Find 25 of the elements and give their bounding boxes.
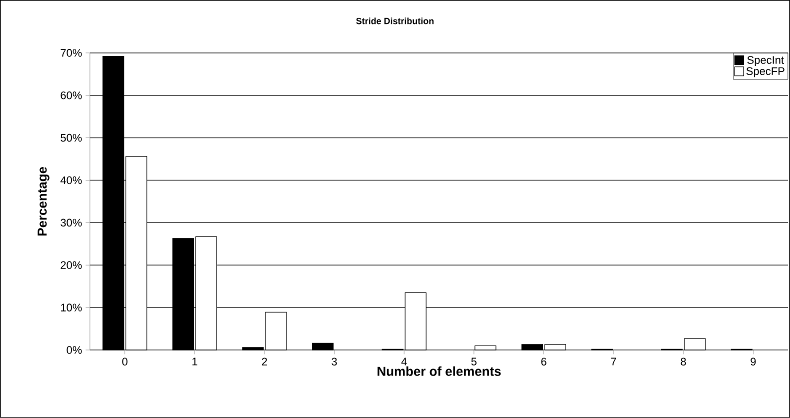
y-tick-label: 10% [61, 304, 82, 312]
bar [474, 345, 496, 350]
x-tick-label: 4 [401, 358, 407, 366]
x-tick-label: 6 [541, 358, 546, 366]
x-tick-label: 8 [680, 358, 686, 366]
x-tick-label: 9 [750, 358, 756, 366]
y-tick-label: 0% [66, 346, 82, 354]
x-tick-label: 3 [332, 358, 337, 366]
x-tick-label: 7 [611, 358, 616, 366]
x-axis-title: Number of elements [378, 366, 501, 376]
bar [312, 342, 334, 350]
legend-label: SpecFP [746, 67, 784, 78]
x-tick-label: 2 [262, 358, 267, 366]
x-tick-label: 0 [122, 358, 128, 366]
x-tick-label: 5 [471, 358, 477, 366]
x-tick-label: 1 [192, 358, 198, 366]
y-tick-label: 50% [60, 134, 82, 142]
legend-label: SpecInt [747, 56, 784, 66]
chart-title: Stride Distribution [356, 18, 434, 24]
y-tick-label: 30% [60, 218, 82, 227]
y-tick-label: 70% [60, 49, 82, 57]
y-tick-label: 40% [60, 176, 82, 184]
y-tick-label: 60% [60, 92, 82, 100]
y-tick-label: 20% [60, 261, 82, 270]
y-axis-title: Percentage [38, 167, 50, 236]
